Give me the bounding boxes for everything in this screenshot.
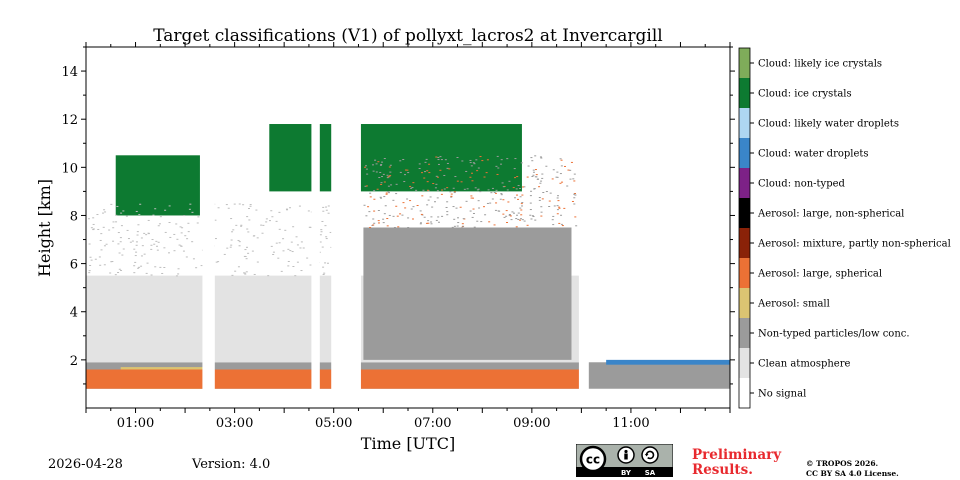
legend-label-0: Cloud: likely ice crystals — [758, 59, 882, 70]
x-tick-label-1: 03:00 — [216, 416, 253, 431]
legend-label-8: Aerosol: small — [757, 299, 830, 310]
legend-swatch-2 — [739, 108, 750, 138]
x-tick-label-4: 09:00 — [513, 416, 550, 431]
legend-swatch-11 — [739, 378, 750, 408]
copyright-line-2: CC BY SA 4.0 License. — [806, 469, 899, 478]
colorbar-legend: Cloud: likely ice crystals Cloud: ice cry… — [738, 47, 951, 409]
legend-swatch-6 — [739, 228, 750, 258]
legend-swatch-9 — [739, 318, 750, 348]
legend-label-5: Aerosol: large, non-spherical — [757, 209, 904, 220]
share-alike-icon — [641, 446, 659, 464]
cc-icon — [579, 445, 607, 473]
class-region-6 — [269, 124, 522, 192]
y-tick-label-2: 6 — [70, 258, 78, 273]
preliminary-line-2: Results. — [692, 462, 753, 478]
plot-area — [86, 47, 730, 408]
legend-swatch-1 — [739, 78, 750, 108]
legend-swatch-5 — [739, 198, 750, 228]
no-signal-gap-1 — [311, 47, 320, 408]
x-tick-label-2: 05:00 — [315, 416, 352, 431]
class-region-5 — [115, 155, 200, 216]
legend-label-9: Non-typed particles/low conc. — [758, 329, 910, 340]
y-tick-label-1: 4 — [70, 306, 78, 321]
no-signal-gap-2 — [331, 47, 361, 408]
x-tick-label-0: 01:00 — [117, 416, 154, 431]
legend-label-7: Aerosol: large, spherical — [757, 269, 882, 280]
class-region-4 — [363, 227, 572, 360]
x-axis: 01:00 03:00 05:00 07:00 09:00 11:00 — [85, 42, 731, 431]
x-tick-label-5: 11:00 — [612, 416, 649, 431]
x-axis-label: Time [UTC] — [361, 434, 455, 453]
legend-swatch-4 — [739, 168, 750, 198]
legend-label-6: Aerosol: mixture, partly non-spherical — [757, 239, 951, 250]
y-tick-label-4: 10 — [61, 161, 78, 176]
legend-swatch-3 — [739, 138, 750, 168]
preliminary-results: Preliminary Results. — [692, 448, 781, 478]
y-tick-label-0: 2 — [70, 354, 78, 369]
copyright-notice: © TROPOS 2026. CC BY SA 4.0 License. — [806, 459, 899, 479]
y-axis: 2 4 6 8 10 12 14 — [61, 46, 735, 385]
svg-text:cc: cc — [586, 453, 600, 467]
legend-label-11: No signal — [758, 389, 806, 400]
legend-swatch-8 — [739, 288, 750, 318]
legend-swatch-10 — [739, 348, 750, 378]
y-tick-label-6: 14 — [61, 65, 78, 80]
no-signal-gap-0 — [202, 47, 215, 408]
cc-by-sa-badge: cc BY SA — [576, 444, 673, 477]
legend-label-2: Cloud: likely water droplets — [758, 119, 899, 130]
no-signal-gap-3 — [578, 47, 589, 408]
legend-label-4: Cloud: non-typed — [758, 179, 846, 190]
legend-label-1: Cloud: ice crystals — [758, 89, 852, 100]
chart-title: Target classifications (V1) of pollyxt_l… — [153, 26, 662, 46]
legend-label-10: Clean atmosphere — [758, 359, 851, 370]
date-label: 2026-04-28 — [48, 457, 123, 472]
y-axis-label: Height [km] — [35, 179, 54, 277]
x-tick-label-3: 07:00 — [414, 416, 451, 431]
preliminary-line-1: Preliminary — [692, 447, 782, 463]
class-region-7 — [606, 359, 730, 365]
legend-swatch-7 — [739, 258, 750, 288]
copyright-line-1: © TROPOS 2026. — [806, 459, 879, 468]
badge-by: BY — [621, 469, 632, 477]
legend-swatch-0 — [739, 48, 750, 78]
version-label: Version: 4.0 — [192, 457, 271, 472]
y-tick-label-3: 8 — [70, 209, 78, 224]
badge-sa: SA — [645, 469, 656, 477]
y-tick-label-5: 12 — [61, 113, 78, 128]
legend-label-3: Cloud: water droplets — [758, 149, 869, 160]
